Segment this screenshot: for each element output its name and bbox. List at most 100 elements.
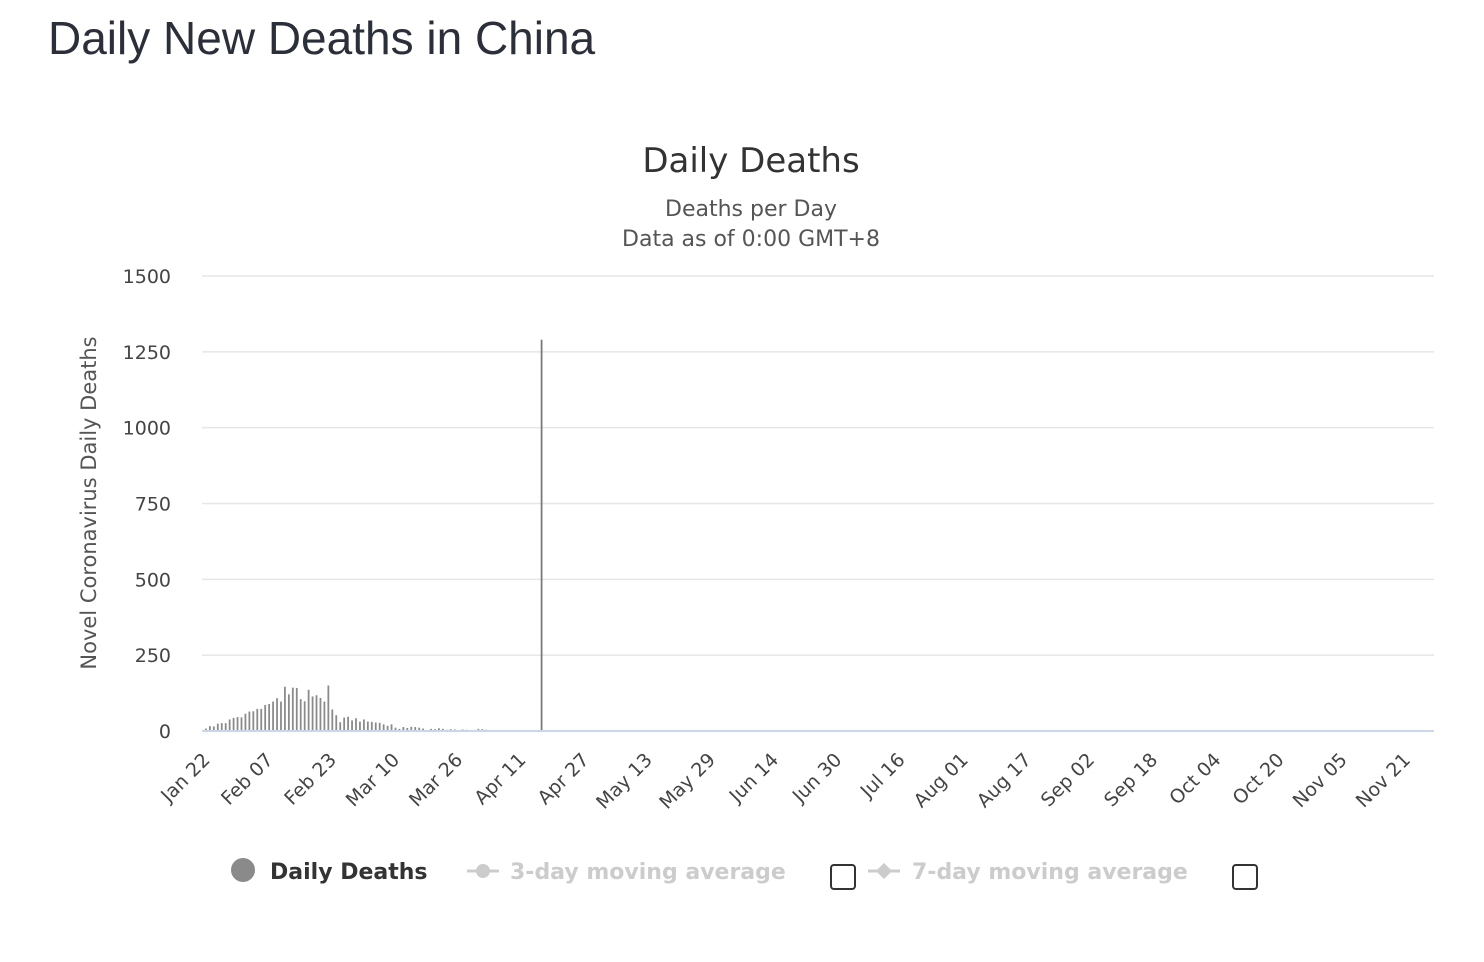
y-axis-ticks: 0 250 500 750 1000 1250 1500 [123, 266, 171, 743]
x-tick-label: Apr 11 [470, 749, 530, 809]
bar[interactable] [220, 723, 223, 731]
bar[interactable] [216, 723, 219, 731]
bar[interactable] [355, 718, 357, 731]
x-tick-label: Jul 16 [856, 749, 910, 803]
x-tick-label: May 13 [592, 749, 657, 814]
bar[interactable] [347, 716, 349, 731]
y-tick-label: 250 [135, 645, 171, 667]
bar[interactable] [295, 687, 298, 731]
bar[interactable] [224, 723, 227, 731]
x-tick-label: Aug 01 [910, 749, 973, 812]
y-tick-label: 750 [135, 494, 171, 516]
x-tick-label: Jun 30 [788, 749, 847, 808]
bar-series [205, 339, 594, 732]
bar[interactable] [252, 711, 255, 731]
bar[interactable] [359, 721, 361, 731]
y-tick-label: 1250 [123, 342, 171, 364]
bar[interactable] [394, 727, 397, 731]
gridlines [202, 275, 1434, 656]
bar[interactable] [307, 689, 310, 731]
bar[interactable] [398, 728, 401, 731]
bar[interactable] [205, 728, 207, 731]
x-tick-label: Oct 04 [1165, 749, 1225, 809]
bar[interactable] [244, 713, 247, 731]
bar[interactable] [240, 717, 243, 731]
x-tick-label: Nov 05 [1289, 749, 1352, 812]
bar[interactable] [209, 726, 211, 731]
legend-label-3-day-moving-average: 3-day moving average [510, 860, 786, 885]
bar[interactable] [319, 697, 322, 731]
bar[interactable] [370, 721, 373, 731]
bar[interactable] [232, 717, 235, 731]
chart-legend: Daily Deaths 3-day moving average 7-day … [231, 858, 1258, 890]
y-tick-label: 0 [159, 721, 171, 743]
bar[interactable] [438, 728, 440, 731]
bar[interactable] [430, 728, 432, 731]
x-tick-label: Feb 23 [280, 749, 341, 810]
bar[interactable] [382, 724, 385, 731]
bar[interactable] [331, 709, 334, 731]
bar[interactable] [311, 696, 314, 731]
bar[interactable] [390, 724, 393, 731]
bar[interactable] [303, 701, 306, 731]
bar[interactable] [366, 721, 369, 731]
bar[interactable] [363, 719, 365, 731]
bar[interactable] [236, 717, 239, 731]
checkbox-3-day-moving-average[interactable] [830, 864, 856, 890]
y-tick-label: 1500 [123, 266, 171, 288]
bar[interactable] [374, 722, 377, 731]
bar[interactable] [410, 726, 413, 731]
bar[interactable] [335, 715, 338, 731]
bar[interactable] [406, 727, 409, 731]
bar[interactable] [212, 726, 215, 731]
legend-item-daily-deaths[interactable]: Daily Deaths [231, 858, 428, 885]
bar[interactable] [280, 701, 282, 731]
bar[interactable] [256, 708, 259, 731]
bar[interactable] [540, 339, 543, 731]
bar[interactable] [272, 701, 274, 731]
bar[interactable] [268, 704, 271, 731]
bar[interactable] [402, 727, 405, 731]
x-tick-label: Jun 14 [725, 749, 784, 808]
bar[interactable] [418, 727, 421, 731]
x-tick-label: Sep 18 [1100, 749, 1162, 811]
bar[interactable] [351, 720, 353, 731]
legend-label-7-day-moving-average: 7-day moving average [912, 860, 1188, 885]
legend-circle-marker-icon [476, 864, 490, 878]
x-tick-label: Mar 26 [405, 749, 467, 811]
checkbox-7-day-moving-average[interactable] [1232, 864, 1258, 890]
bar[interactable] [299, 699, 302, 731]
x-axis-ticks: Jan 22 Feb 07 Feb 23 Mar 10 Mar 26 Apr 11 Apr … [156, 749, 1415, 814]
chart-subtitle-line-2: Data as of 0:00 GMT+8 [622, 227, 880, 252]
bar[interactable] [276, 698, 278, 731]
bar[interactable] [284, 686, 286, 731]
legend-item-7-day-moving-average[interactable]: 7-day moving average [868, 860, 1188, 885]
bar[interactable] [343, 717, 346, 731]
bar[interactable] [339, 722, 342, 731]
legend-item-3-day-moving-average[interactable]: 3-day moving average [467, 860, 786, 885]
bar[interactable] [264, 704, 267, 731]
bar[interactable] [248, 711, 251, 731]
bar[interactable] [378, 722, 381, 731]
chart-subtitle-line-1: Deaths per Day [665, 197, 837, 222]
x-tick-label: Feb 07 [217, 749, 278, 810]
bar[interactable] [422, 728, 425, 731]
chart-title: Daily Deaths [642, 141, 859, 181]
bar[interactable] [260, 708, 263, 731]
bar[interactable] [441, 728, 444, 731]
page-heading: Daily New Deaths in China [48, 12, 596, 64]
x-tick-label: Sep 02 [1037, 749, 1099, 811]
bar[interactable] [386, 725, 389, 731]
bar[interactable] [327, 685, 330, 732]
bar[interactable] [323, 701, 326, 731]
bar[interactable] [477, 728, 480, 731]
bar[interactable] [291, 687, 294, 731]
legend-label-daily-deaths: Daily Deaths [270, 860, 428, 885]
bar[interactable] [287, 694, 290, 731]
bar[interactable] [414, 727, 417, 731]
x-tick-label: Oct 20 [1228, 749, 1288, 809]
y-axis-title: Novel Coronavirus Daily Deaths [77, 336, 101, 669]
bar[interactable] [228, 719, 231, 731]
bar[interactable] [315, 695, 318, 731]
